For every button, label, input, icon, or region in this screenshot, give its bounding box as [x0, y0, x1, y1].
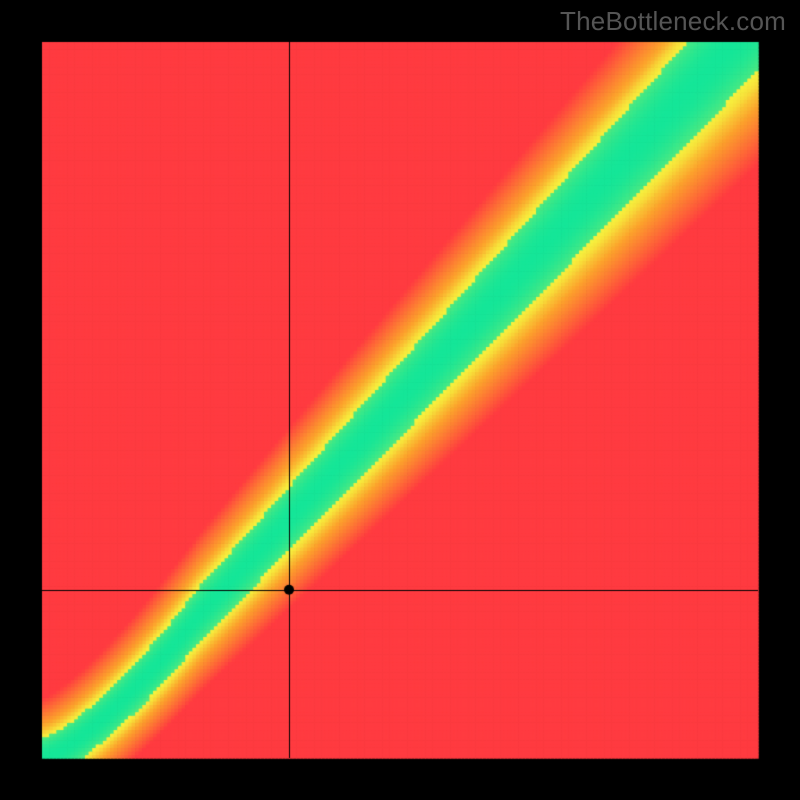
watermark-text: TheBottleneck.com	[560, 6, 786, 37]
heatmap-chart	[0, 0, 800, 800]
